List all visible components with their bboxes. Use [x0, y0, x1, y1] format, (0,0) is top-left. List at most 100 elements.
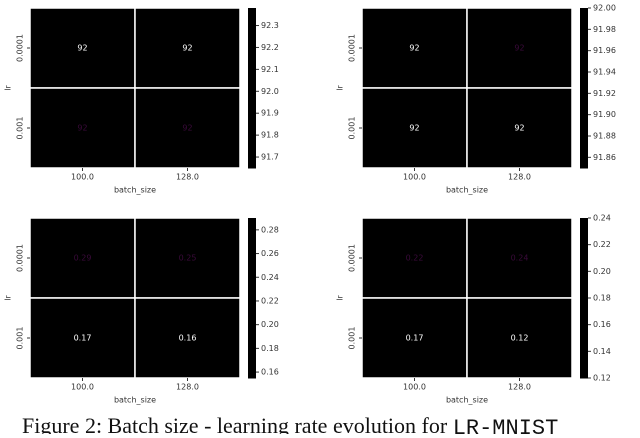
- colorbar-step: [580, 350, 588, 355]
- colorbar-step: [580, 254, 588, 259]
- colorbar-step: [580, 306, 588, 311]
- colorbar-step: [580, 116, 588, 121]
- colorbar-step: [248, 68, 256, 73]
- colorbar-step: [580, 238, 588, 243]
- colorbar-step: [248, 262, 256, 267]
- colorbar-step: [580, 60, 588, 65]
- colorbar-step: [580, 56, 588, 61]
- colorbar-step: [580, 84, 588, 89]
- colorbar-step: [580, 108, 588, 113]
- colorbar-step: [580, 314, 588, 319]
- colorbar-step: [580, 230, 588, 235]
- colorbar-step: [580, 132, 588, 137]
- colorbar-step: [248, 164, 256, 169]
- colorbar-step: [580, 24, 588, 29]
- colorbar-tick-label: 0.16: [593, 320, 611, 329]
- colorbar-step: [580, 20, 588, 25]
- caption-text: Figure 2: Batch size - learning rate evo…: [22, 413, 448, 434]
- colorbar-step: [248, 354, 256, 359]
- heat-cell: [466, 217, 573, 299]
- colorbar-step: [580, 334, 588, 339]
- colorbar-step: [248, 36, 256, 41]
- colorbar-step: [580, 12, 588, 17]
- colorbar-step: [248, 246, 256, 251]
- colorbar-step: [248, 250, 256, 255]
- colorbar-step: [248, 362, 256, 367]
- colorbar-step: [580, 270, 588, 275]
- colorbar-step: [580, 366, 588, 371]
- cell-label: 92: [182, 124, 192, 133]
- cell-label: 92: [77, 124, 87, 133]
- colorbar-tick-label: 91.98: [593, 25, 616, 34]
- colorbar-step: [248, 56, 256, 61]
- x-tick-label: 128.0: [508, 173, 531, 182]
- x-axis-label: batch_size: [114, 396, 156, 405]
- colorbar-step: [580, 370, 588, 375]
- colorbar-step: [580, 120, 588, 125]
- colorbar-step: [580, 310, 588, 315]
- colorbar-step: [248, 44, 256, 49]
- y-tick-label: 0.0001: [348, 34, 357, 62]
- x-axis-label: batch_size: [446, 396, 488, 405]
- colorbar-step: [248, 254, 256, 259]
- colorbar-step: [580, 48, 588, 53]
- x-tick-label: 100.0: [403, 383, 426, 392]
- colorbar-step: [580, 32, 588, 37]
- colorbar-step: [580, 330, 588, 335]
- y-axis-label: lr: [336, 295, 345, 301]
- colorbar-step: [580, 124, 588, 129]
- colorbar-step: [580, 28, 588, 33]
- colorbar-step: [580, 144, 588, 149]
- colorbar-step: [248, 140, 256, 145]
- colorbar-step: [580, 140, 588, 145]
- cell-label: 0.17: [406, 334, 424, 343]
- colorbar-step: [248, 136, 256, 141]
- colorbar-step: [248, 338, 256, 343]
- y-tick-label: 0.0001: [16, 34, 25, 62]
- colorbar-tick-label: 91.7: [261, 153, 279, 162]
- colorbar-tick-label: 0.18: [593, 294, 611, 303]
- colorbar-step: [580, 246, 588, 251]
- x-axis-label: batch_size: [114, 186, 156, 195]
- colorbar-step: [248, 148, 256, 153]
- colorbar-tick-label: 91.90: [593, 110, 616, 119]
- heat-cell: [134, 217, 241, 299]
- colorbar-tick-label: 91.88: [593, 132, 616, 141]
- colorbar-step: [248, 32, 256, 37]
- colorbar-step: [580, 88, 588, 93]
- cell-label: 92: [77, 44, 87, 53]
- colorbar-step: [248, 144, 256, 149]
- colorbar-step: [248, 238, 256, 243]
- colorbar-step: [580, 318, 588, 323]
- colorbar-step: [248, 84, 256, 89]
- colorbar-step: [248, 266, 256, 271]
- colorbar-step: [580, 358, 588, 363]
- heat-cell: [29, 297, 136, 379]
- x-tick-label: 100.0: [71, 173, 94, 182]
- y-axis-label: lr: [4, 295, 13, 301]
- colorbar-tick-label: 92.3: [261, 21, 279, 30]
- colorbar-step: [580, 374, 588, 379]
- colorbar-step: [580, 302, 588, 307]
- colorbar-step: [248, 80, 256, 85]
- colorbar-step: [248, 270, 256, 275]
- colorbar-step: [248, 290, 256, 295]
- colorbar-step: [248, 52, 256, 57]
- colorbar-step: [580, 222, 588, 227]
- colorbar-step: [248, 156, 256, 161]
- cell-label: 0.17: [74, 334, 92, 343]
- colorbar-step: [580, 96, 588, 101]
- colorbar-step: [580, 80, 588, 85]
- colorbar-tick-label: 0.16: [261, 368, 279, 377]
- cell-label: 92: [514, 124, 524, 133]
- colorbar-tick-label: 0.22: [593, 240, 611, 249]
- colorbar-step: [580, 262, 588, 267]
- colorbar-step: [248, 302, 256, 307]
- cell-label: 92: [514, 44, 524, 53]
- colorbar-step: [580, 112, 588, 117]
- colorbar-step: [248, 346, 256, 351]
- colorbar-step: [580, 234, 588, 239]
- colorbar-step: [580, 326, 588, 331]
